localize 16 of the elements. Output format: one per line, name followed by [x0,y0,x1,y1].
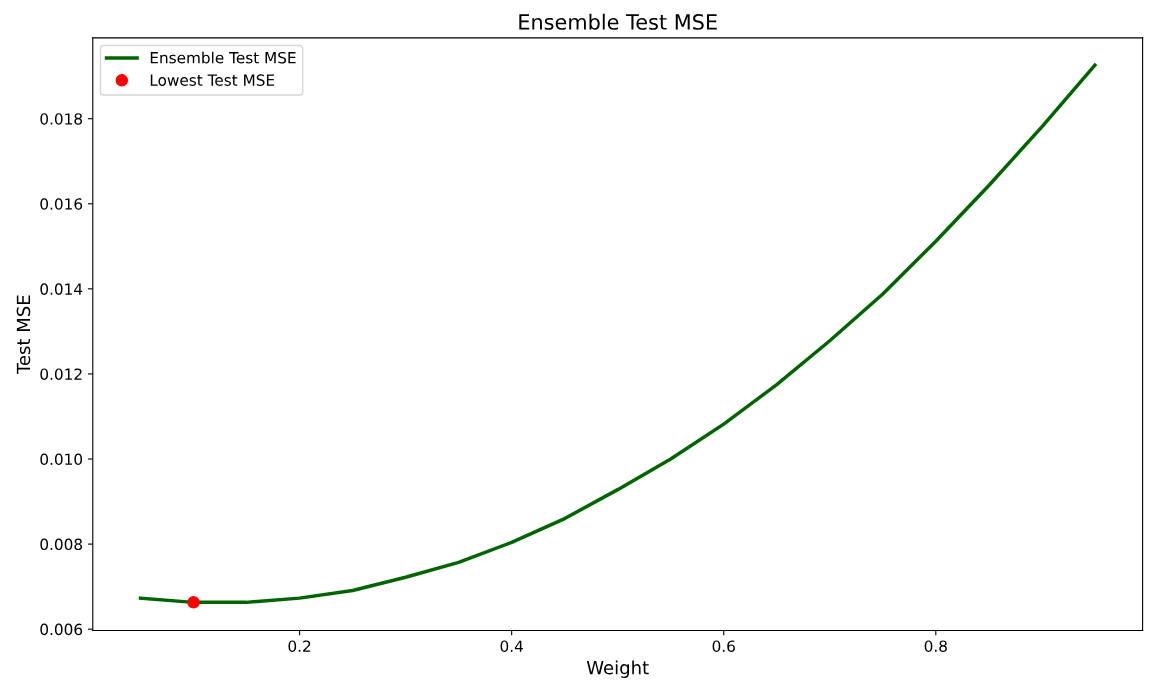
legend-label: Ensemble Test MSE [150,51,296,64]
x-tick-label: 0.2 [288,640,311,652]
y-tick-label: 0.006 [40,623,83,636]
x-tick-label: 0.4 [500,640,523,652]
x-tick-label: 0.8 [924,640,947,652]
chart-title: Ensemble Test MSE [519,13,717,30]
y-tick-label: 0.010 [40,453,83,466]
x-axis-title: Weight [586,660,649,678]
y-tick-label: 0.018 [40,113,83,125]
y-tick-label: 0.016 [40,198,83,210]
y-axis-title: Test MSE [16,295,31,375]
y-tick-label: 0.012 [40,368,82,380]
y-tick-label: 0.008 [40,538,83,551]
x-tick-label: 0.6 [712,640,735,652]
y-tick-label: 0.014 [40,283,83,295]
legend-label: Lowest Test MSE [150,74,275,86]
